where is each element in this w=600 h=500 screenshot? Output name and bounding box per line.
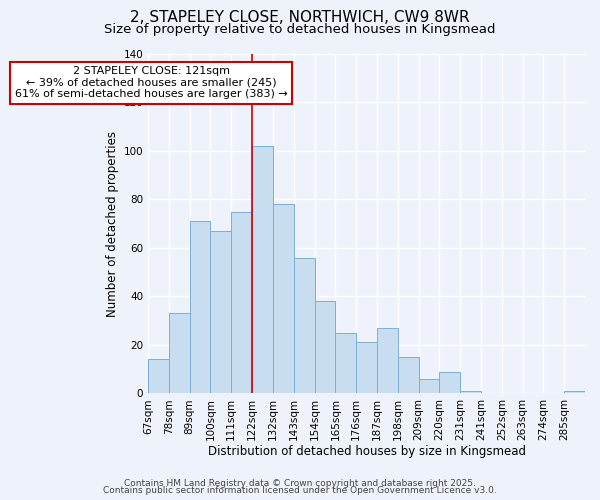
Text: 2 STAPELEY CLOSE: 121sqm
← 39% of detached houses are smaller (245)
61% of semi-: 2 STAPELEY CLOSE: 121sqm ← 39% of detach… (15, 66, 287, 100)
Bar (273, 204, 294, 394)
Text: Contains public sector information licensed under the Open Government Licence v3: Contains public sector information licen… (103, 486, 497, 495)
Bar (211, 231, 231, 394)
Bar (564, 391, 585, 394)
Bar (460, 391, 481, 394)
Bar (377, 328, 398, 394)
Bar (398, 357, 419, 394)
Bar (419, 379, 439, 394)
Bar (231, 212, 252, 394)
Text: Size of property relative to detached houses in Kingsmead: Size of property relative to detached ho… (104, 22, 496, 36)
Text: 2, STAPELEY CLOSE, NORTHWICH, CW9 8WR: 2, STAPELEY CLOSE, NORTHWICH, CW9 8WR (130, 10, 470, 25)
Bar (356, 342, 377, 394)
Bar (439, 372, 460, 394)
Bar (335, 332, 356, 394)
Bar (314, 301, 335, 394)
X-axis label: Distribution of detached houses by size in Kingsmead: Distribution of detached houses by size … (208, 444, 526, 458)
Text: Contains HM Land Registry data © Crown copyright and database right 2025.: Contains HM Land Registry data © Crown c… (124, 478, 476, 488)
Bar (148, 360, 169, 394)
Y-axis label: Number of detached properties: Number of detached properties (106, 130, 119, 316)
Bar (190, 221, 211, 394)
Bar (294, 258, 314, 394)
Bar (252, 146, 273, 394)
Bar (169, 314, 190, 394)
